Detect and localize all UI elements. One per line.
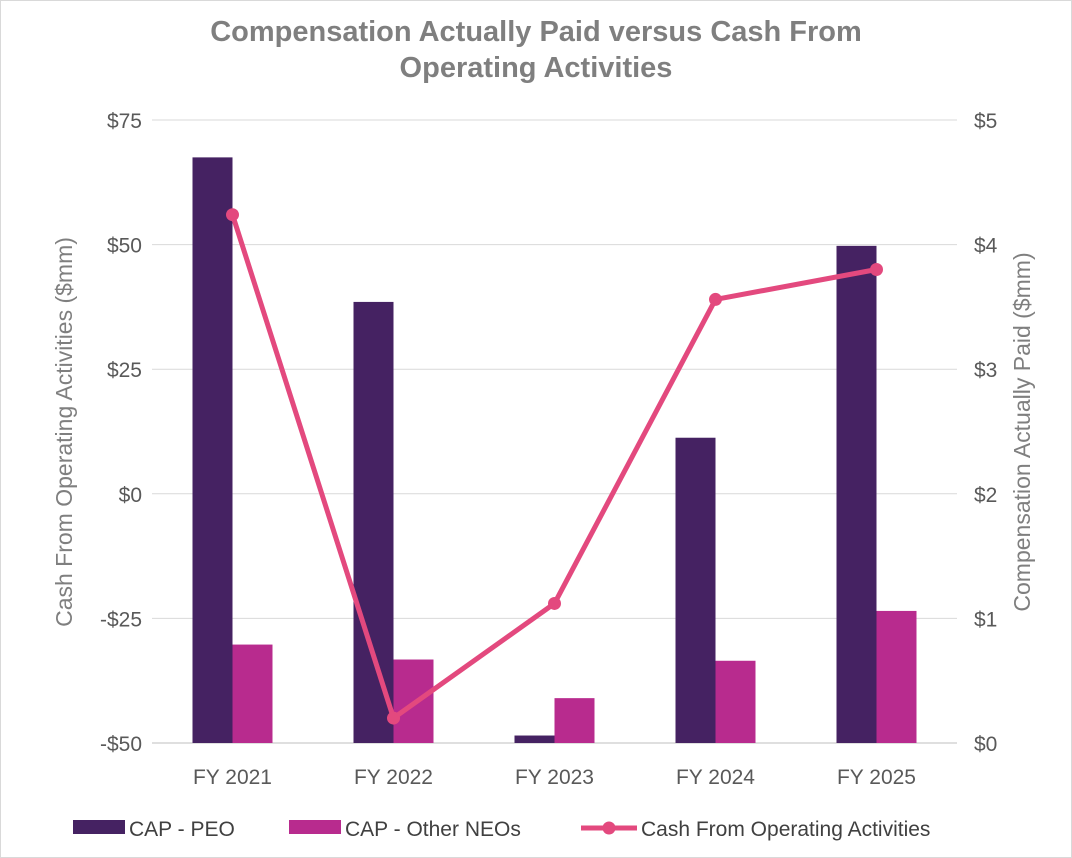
left-tick-label: $50 — [107, 235, 142, 258]
bar-cap-other-neos — [876, 610, 917, 743]
axis-ticks: -$50 -$25 $0 $25 $50 $75 $0 $1 $2 $3 $4 $5 FY 2021 FY… — [100, 110, 998, 789]
cash-line-path — [230, 213, 877, 721]
bar-series — [192, 157, 917, 743]
left-tick-label: -$50 — [100, 733, 142, 756]
x-tick-label: FY 2021 — [193, 766, 272, 789]
left-tick-label: -$25 — [100, 608, 142, 631]
left-tick-label: $0 — [119, 484, 142, 507]
legend: CAP - PEO CAP - Other NEOs Cash From Opera… — [73, 818, 930, 841]
legend-label-cap-other-neos: CAP - Other NEOs — [345, 818, 521, 841]
right-tick-label: $0 — [974, 733, 997, 756]
right-tick-label: $3 — [974, 359, 997, 382]
chart-title: Compensation Actually Paid versus Cash F… — [0, 14, 1072, 86]
x-tick-label: FY 2022 — [354, 766, 433, 789]
gridlines — [152, 119, 957, 744]
legend-swatch-cap-peo — [73, 820, 125, 834]
cash-line-marker — [709, 292, 722, 306]
legend-swatch-cash-marker — [602, 821, 616, 835]
bar-cap-peo — [675, 437, 716, 743]
x-tick-label: FY 2025 — [837, 766, 916, 789]
left-tick-label: $75 — [107, 110, 142, 133]
right-tick-label: $2 — [974, 484, 997, 507]
legend-swatch-cap-other-neos — [289, 820, 341, 834]
right-tick-label: $1 — [974, 608, 997, 631]
line-series — [226, 208, 883, 725]
cash-line-marker — [870, 263, 883, 277]
bar-cap-peo — [192, 157, 233, 743]
chart-title-line-1: Compensation Actually Paid versus Cash F… — [210, 16, 862, 48]
legend-label-cap-peo: CAP - PEO — [129, 818, 235, 841]
bar-cap-peo — [514, 735, 555, 743]
x-tick-label: FY 2023 — [515, 766, 594, 789]
cash-line-marker — [226, 208, 239, 222]
left-axis-label: Cash From Operating Activities ($mm) — [51, 237, 77, 627]
bar-cap-other-neos — [554, 698, 595, 743]
cash-line-marker — [387, 711, 400, 725]
right-tick-label: $5 — [974, 110, 997, 133]
cash-line-marker — [548, 596, 561, 610]
x-tick-label: FY 2024 — [676, 766, 755, 789]
bar-cap-other-neos — [715, 660, 756, 743]
legend-label-cash: Cash From Operating Activities — [641, 818, 930, 841]
bar-cap-other-neos — [232, 644, 273, 743]
right-axis-label: Compensation Actually Paid ($mm) — [1009, 252, 1035, 611]
bar-cap-peo — [353, 301, 394, 743]
chart-title-line-2: Operating Activities — [399, 52, 673, 84]
right-tick-label: $4 — [974, 235, 998, 258]
left-tick-label: $25 — [107, 359, 142, 382]
bar-cap-peo — [836, 245, 877, 743]
